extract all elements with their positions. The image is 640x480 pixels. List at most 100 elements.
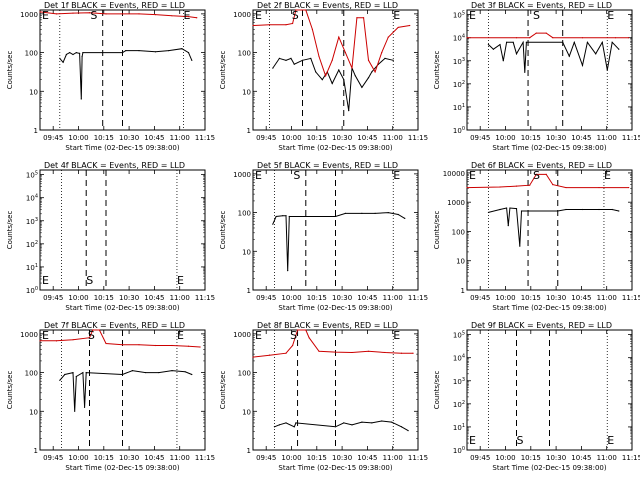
- y-tick-label: 10: [29, 408, 38, 416]
- detector-panel-5: Det 5f BLACK = Events, RED = LLD 1 10 100 10…: [219, 161, 428, 312]
- lld-data-point: [367, 350, 370, 352]
- events-data-point: [618, 210, 620, 212]
- y-axis-label: Counts/sec: [219, 51, 227, 90]
- y-tick-label-exp: 1: [462, 423, 465, 429]
- events-data-point: [515, 208, 518, 210]
- x-tick-label: 09:45: [470, 294, 490, 302]
- x-tick-label: 11:00: [383, 294, 403, 302]
- events-data-point: [158, 371, 160, 374]
- events-data-point: [288, 215, 290, 218]
- lld-data-point: [381, 51, 383, 54]
- events-data-point: [145, 371, 147, 374]
- detector-panel-1: Det 1f BLACK = Events, RED = LLD 1 10 100 10…: [6, 1, 215, 152]
- y-tick-label: 1: [461, 287, 465, 295]
- y-tick-label: 104: [453, 354, 465, 363]
- events-data-point: [282, 215, 284, 217]
- y-tick-label: 100: [453, 126, 465, 135]
- y-tick-label-exp: 0: [462, 446, 465, 452]
- events-data-point: [361, 212, 363, 214]
- x-tick-label: 11:15: [408, 294, 428, 302]
- events-data-point: [310, 57, 312, 59]
- events-data-point: [83, 406, 86, 409]
- y-axis-label: Counts/sec: [433, 371, 441, 410]
- lld-data-point: [154, 14, 157, 16]
- events-data-point: [573, 41, 575, 43]
- events-data-point: [361, 421, 363, 423]
- y-tick-label: 100: [452, 228, 465, 236]
- y-tick-label-exp: 4: [35, 194, 38, 200]
- panel-title: Det 6f BLACK = Events, RED = LLD: [471, 161, 612, 170]
- lld-data-point: [351, 351, 353, 354]
- x-axis-label: Start Time (02-Dec-15 09:38:00): [278, 144, 392, 152]
- events-data-point: [367, 77, 370, 79]
- events-data-point: [64, 373, 66, 376]
- events-data-point: [191, 373, 193, 376]
- lld-data-point: [412, 352, 414, 354]
- y-tick-label: 10: [242, 248, 251, 256]
- lld-data-point: [121, 13, 124, 15]
- lld-series-line: [39, 11, 197, 19]
- events-data-point: [62, 61, 64, 63]
- interval-marker-s: S: [86, 274, 93, 287]
- lld-data-point: [88, 12, 91, 14]
- events-data-point: [82, 371, 84, 374]
- lld-data-point: [105, 342, 107, 345]
- x-tick-label: 10:30: [119, 294, 139, 302]
- y-tick-label: 1000: [447, 199, 465, 207]
- panel-title: Det 1f BLACK = Events, RED = LLD: [44, 1, 185, 10]
- events-data-point: [69, 51, 71, 54]
- x-tick-label: 09:45: [256, 454, 276, 462]
- interval-marker-e: E: [607, 9, 614, 22]
- x-tick-label: 10:30: [119, 454, 139, 462]
- x-tick-label: 10:00: [281, 294, 301, 302]
- events-data-point: [72, 371, 74, 374]
- events-data-point: [293, 63, 295, 65]
- lld-data-point: [171, 15, 173, 17]
- interval-marker-e: E: [604, 169, 611, 182]
- events-data-point: [525, 41, 527, 43]
- events-data-point: [82, 51, 84, 54]
- y-tick-label: 100: [25, 50, 38, 58]
- x-tick-label: 11:00: [383, 134, 403, 142]
- lld-data-point: [334, 351, 337, 353]
- events-data-point: [125, 50, 127, 52]
- x-tick-label: 11:15: [195, 454, 215, 462]
- lld-series-line: [252, 9, 410, 78]
- x-tick-label: 10:15: [307, 294, 327, 302]
- y-axis-label: Counts/sec: [219, 211, 227, 250]
- lld-data-point: [367, 59, 370, 61]
- events-data-point: [392, 59, 394, 61]
- lld-data-point: [295, 9, 297, 11]
- x-tick-label: 10:30: [546, 294, 566, 302]
- y-tick-label-exp: 2: [462, 400, 465, 406]
- lld-data-point: [121, 344, 124, 346]
- events-data-point: [351, 424, 353, 426]
- interval-marker-e: E: [255, 329, 262, 342]
- lld-data-point: [187, 345, 190, 347]
- x-tick-label: 10:00: [495, 134, 515, 142]
- events-data-point: [499, 208, 501, 211]
- plot-frame: [39, 169, 206, 291]
- events-series-line: [488, 40, 620, 73]
- events-data-point: [611, 41, 613, 43]
- lld-data-point: [374, 71, 376, 73]
- events-data-point: [293, 426, 295, 428]
- interval-marker-e: E: [469, 9, 476, 22]
- lld-data-point: [311, 28, 313, 30]
- panel-title: Det 8f BLACK = Events, RED = LLD: [257, 321, 398, 330]
- panel-title: Det 7f BLACK = Events, RED = LLD: [44, 321, 185, 330]
- events-data-point: [519, 245, 521, 247]
- interval-marker-e: E: [469, 169, 476, 182]
- events-series-line: [59, 48, 193, 100]
- events-data-point: [524, 71, 526, 73]
- lld-data-point: [138, 13, 140, 15]
- x-tick-label: 10:30: [119, 134, 139, 142]
- x-tick-label: 10:15: [521, 294, 541, 302]
- x-tick-label: 10:45: [144, 294, 164, 302]
- lld-data-point: [171, 344, 173, 347]
- events-data-point: [187, 51, 190, 54]
- panel-title: Det 3f BLACK = Events, RED = LLD: [471, 1, 612, 10]
- y-tick-label-exp: 2: [462, 80, 465, 86]
- events-data-point: [121, 373, 124, 376]
